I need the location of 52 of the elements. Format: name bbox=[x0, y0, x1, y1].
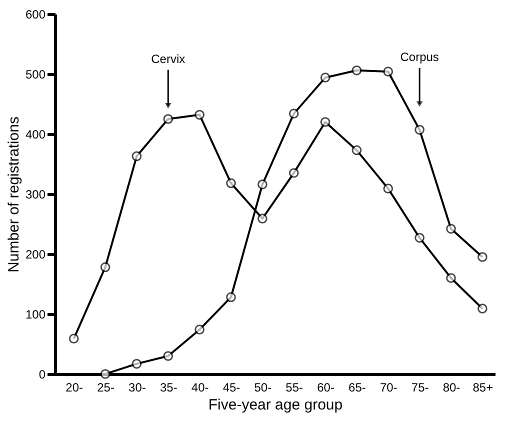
y-tick-label: 300 bbox=[25, 188, 46, 202]
point bbox=[414, 232, 425, 243]
point bbox=[100, 262, 110, 272]
point bbox=[226, 292, 236, 302]
point bbox=[446, 273, 456, 283]
x-tick-label: 25- bbox=[97, 380, 114, 394]
point bbox=[383, 184, 394, 194]
point bbox=[320, 72, 330, 83]
point bbox=[100, 369, 110, 379]
x-tick-label: 75- bbox=[411, 380, 429, 394]
x-tick-label: 30- bbox=[128, 380, 146, 394]
x-tick-label: 45- bbox=[222, 380, 240, 394]
y-tick-label: 0 bbox=[38, 368, 46, 382]
y-tick-label: 500 bbox=[25, 68, 46, 82]
point bbox=[257, 179, 268, 190]
point bbox=[383, 66, 394, 77]
point bbox=[194, 324, 205, 335]
point bbox=[194, 110, 205, 120]
y-tick-label: 400 bbox=[25, 128, 46, 142]
y-axis-title: Number of registrations bbox=[5, 116, 22, 272]
point bbox=[132, 151, 142, 162]
y-tick-label: 100 bbox=[25, 308, 46, 322]
x-tick-label: 70- bbox=[380, 380, 398, 394]
point bbox=[68, 334, 79, 344]
point bbox=[477, 304, 488, 314]
point bbox=[352, 145, 362, 156]
x-tick-label: 20- bbox=[66, 380, 84, 394]
x-tick-label: 60- bbox=[317, 380, 334, 394]
y-tick-label: 600 bbox=[25, 8, 46, 22]
point bbox=[414, 124, 425, 135]
x-tick-label: 40- bbox=[191, 380, 209, 394]
point bbox=[257, 214, 268, 224]
point bbox=[320, 117, 330, 127]
x-tick-label: 80- bbox=[442, 380, 460, 394]
point bbox=[446, 224, 456, 234]
point bbox=[288, 168, 299, 178]
point bbox=[132, 358, 142, 369]
point bbox=[226, 178, 236, 188]
point bbox=[352, 65, 362, 76]
point bbox=[163, 114, 174, 124]
annotation: Corpus bbox=[400, 50, 439, 64]
x-tick-label: 50- bbox=[254, 380, 272, 394]
annotation: Cervix bbox=[151, 52, 186, 66]
point bbox=[288, 108, 299, 119]
x-tick-label: 55- bbox=[286, 380, 304, 394]
x-tick-label: 35- bbox=[160, 380, 178, 394]
x-tick-label: 65- bbox=[348, 380, 366, 394]
x-axis-title: Five-year age group bbox=[208, 396, 343, 414]
y-tick-label: 200 bbox=[25, 248, 46, 262]
x-tick-label: 85+ bbox=[472, 380, 494, 394]
point bbox=[477, 252, 488, 262]
point bbox=[163, 351, 174, 361]
